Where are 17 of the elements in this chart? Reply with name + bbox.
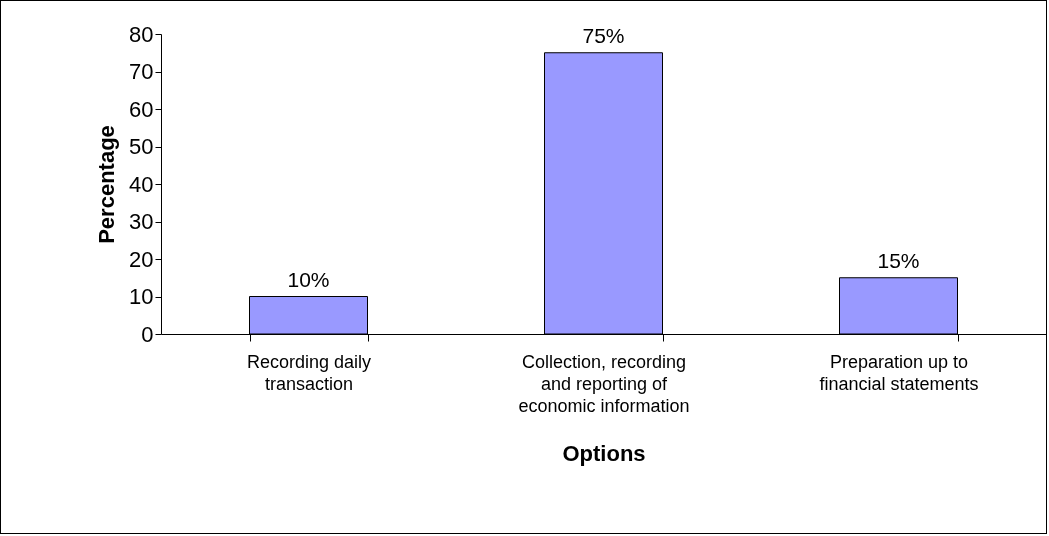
- y-axis-title: Percentage: [94, 125, 120, 244]
- data-label: 75%: [582, 23, 625, 47]
- y-tick-label: 10: [129, 284, 154, 309]
- y-tick-label: 50: [129, 134, 154, 159]
- x-tick-label: Collection, recording and reporting of economic information: [518, 351, 690, 416]
- x-tick-label: Recording daily transaction: [246, 351, 372, 394]
- y-tick-label: 40: [129, 171, 154, 197]
- y-tick-label: 30: [129, 209, 154, 234]
- x-tick-label: Preparation up to financial statements: [819, 351, 979, 394]
- y-tick-label: 20: [129, 246, 154, 272]
- y-tick-label: 80: [129, 21, 154, 47]
- y-tick-label: 60: [129, 96, 154, 122]
- y-tick-label: 0: [141, 321, 154, 347]
- y-tick-label: 70: [129, 59, 154, 84]
- data-label: 10%: [287, 267, 330, 291]
- x-axis-title: Options: [562, 440, 646, 466]
- data-label: 15%: [877, 248, 920, 272]
